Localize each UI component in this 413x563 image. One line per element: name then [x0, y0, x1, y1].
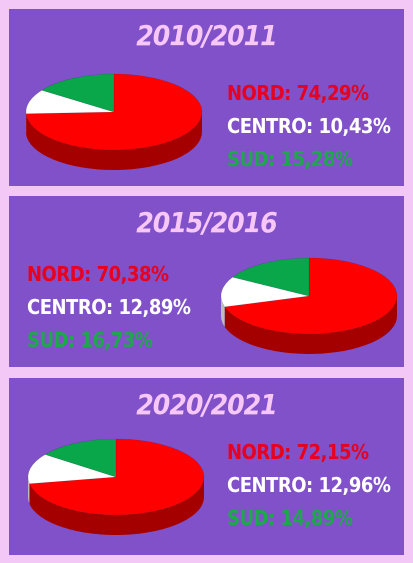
pie-slice-nord [28, 438, 205, 516]
chart-title: 2010/2011 [136, 19, 277, 52]
legend-item-nord: NORD: 72,15% [227, 440, 369, 464]
pie-chart [220, 257, 398, 354]
chart-panel-2015-2016: 2015/2016 NORD: 70,38% CENTRO: 12,89% SU… [9, 196, 404, 367]
legend-item-nord: NORD: 74,29% [227, 81, 369, 105]
pie-slice-nord [25, 73, 203, 151]
pie-chart [27, 438, 205, 535]
pie-slice-centro [27, 454, 117, 485]
legend-item-centro: CENTRO: 12,96% [227, 473, 391, 497]
pie-slice-nord [224, 257, 398, 335]
pie-slice-centro [220, 276, 310, 308]
pie-chart [25, 73, 203, 171]
pie-slice-sud [44, 438, 117, 478]
pie-slice-sud [41, 73, 115, 113]
pie-slice-centro [25, 89, 115, 114]
pie-slice-sud [231, 257, 310, 297]
legend-item-centro: CENTRO: 12,89% [27, 295, 191, 319]
chart-title: 2020/2021 [136, 388, 277, 421]
legend-item-sud: SUD: 15,28% [227, 147, 353, 171]
legend-item-nord: NORD: 70,38% [27, 262, 169, 286]
legend: NORD: 74,29% CENTRO: 10,43% SUD: 15,28% [227, 77, 391, 176]
legend-item-sud: SUD: 16,73% [27, 328, 153, 352]
pie-side-nord [224, 296, 397, 354]
legend: NORD: 70,38% CENTRO: 12,89% SUD: 16,73% [27, 258, 191, 357]
chart-panel-2010-2011: 2010/2011 NORD: 74,29% CENTRO: 10,43% SU… [9, 9, 404, 186]
legend-item-sud: SUD: 14,89% [227, 506, 353, 530]
legend-item-centro: CENTRO: 10,43% [227, 114, 391, 138]
pie-side-nord [26, 112, 202, 171]
pie-side-centro [28, 477, 30, 504]
legend: NORD: 72,15% CENTRO: 12,96% SUD: 14,89% [227, 436, 391, 535]
pie-side-centro [221, 296, 225, 327]
chart-panel-2020-2021: 2020/2021 NORD: 72,15% CENTRO: 12,96% SU… [9, 378, 404, 555]
chart-title: 2015/2016 [136, 206, 277, 239]
pie-side-nord [29, 477, 205, 535]
